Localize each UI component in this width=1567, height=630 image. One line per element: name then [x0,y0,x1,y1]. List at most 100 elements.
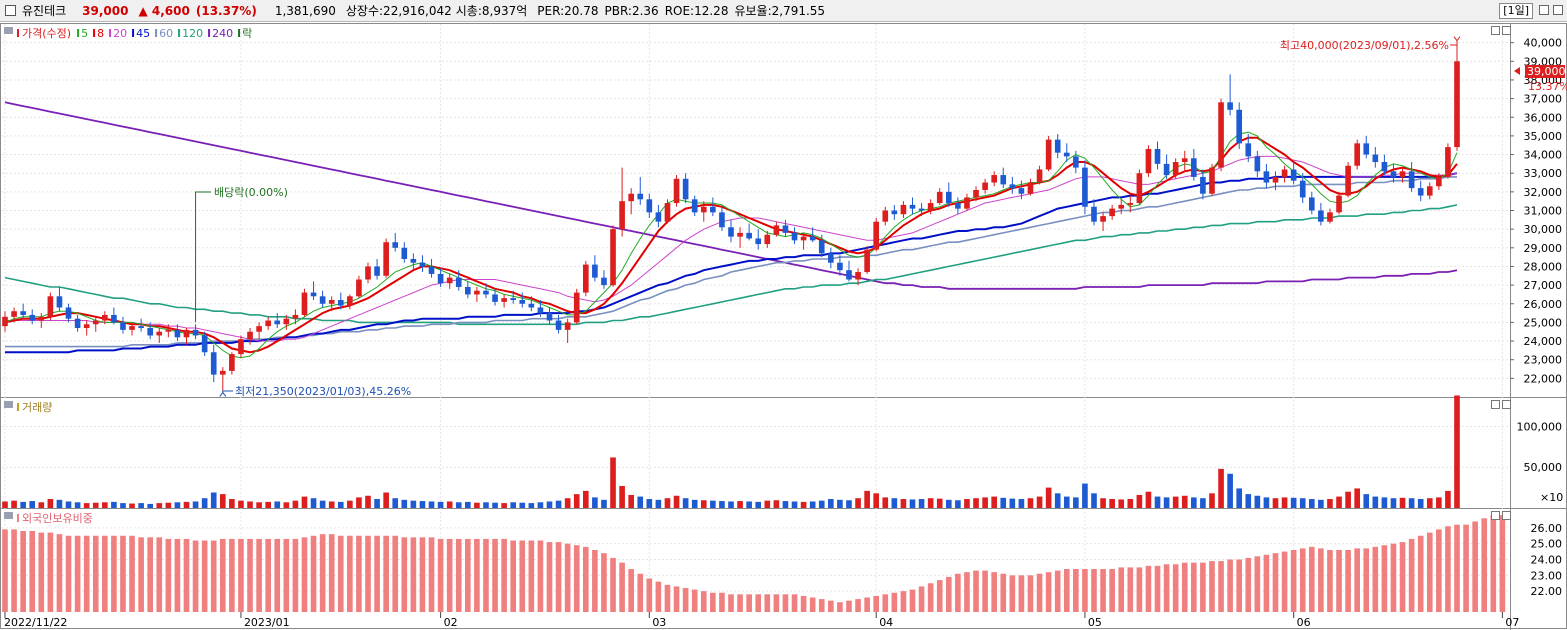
foreign-ratio-bar [1018,575,1025,612]
foreign-ratio-bar [465,538,471,612]
panel-icon[interactable] [4,512,13,519]
volume-bar [791,501,798,508]
volume-bar [238,500,244,508]
close-panel-icon[interactable] [1502,26,1511,35]
foreign-ratio-bar [401,537,408,612]
legend-swatch [238,29,241,37]
candle-body [219,370,226,375]
foreign-ratio-bar [347,535,353,612]
foreign-ratio-bar [419,537,426,612]
select-checkbox[interactable] [5,5,16,16]
minimize-panel-icon[interactable] [1491,511,1500,520]
panel-icon[interactable] [4,27,13,34]
foreign-tick-label: 22.00 [1531,585,1563,598]
foreign-ratio-bar [301,537,308,612]
close-panel-icon[interactable] [1502,400,1511,409]
volume-bar [310,498,317,508]
candle-body [519,300,526,304]
volume-bar [1390,498,1397,508]
volume-bar [1027,498,1034,508]
foreign-ratio-bar [1063,569,1070,612]
foreign-ratio-bar [855,599,861,612]
foreign-ratio-bar [528,540,535,612]
candle-body [891,210,898,215]
candle-body [1118,204,1125,209]
restore-window-icon[interactable] [1539,5,1549,15]
foreign-ratio-bar [818,599,825,612]
foreign-ratio-bar [238,538,244,612]
volume-bar [882,497,889,508]
foreign-ratio-bar [601,553,607,612]
volume-bar [927,498,934,508]
candle-body [1209,167,1215,194]
candle-body [274,320,281,325]
candle-body [1200,176,1206,194]
candle-body [700,206,707,213]
volume-bar [156,503,163,508]
candle-body [465,286,471,295]
volume-bar [301,496,308,508]
volume-bar [746,501,752,508]
volume-bar [610,457,616,508]
foreign-ratio-bar [392,535,399,612]
volume-bar [1227,473,1233,508]
volume-bar [955,500,961,508]
current-price-tag-label: 39,000 [1527,65,1566,78]
foreign-ratio-bar [1254,556,1261,612]
high-arrow-icon [1450,36,1461,46]
volume-bar [65,501,72,508]
candle-body [1154,148,1161,164]
candle-body [356,279,362,297]
foreign-ratio-bar [728,594,734,612]
candle-body [47,296,54,317]
ma20-line [5,155,1458,342]
close-window-icon[interactable] [1553,5,1563,15]
low-annotation: 최저21,350(2023/01/03),45.26% [235,385,411,398]
candle-body [1390,171,1397,177]
candle-body [229,354,235,371]
panel-buttons[interactable] [1491,26,1511,520]
volume-bar [764,500,771,508]
foreign-ratio-bar [74,535,81,612]
foreign-ratio-bar [891,592,898,612]
foreign-ratio-bar [764,594,771,612]
foreign-ratio-bar [165,538,172,612]
candle-body [800,236,807,241]
volume-bar [592,497,598,508]
foreign-ratio-bar [1154,565,1161,612]
minimize-panel-icon[interactable] [1491,26,1500,35]
foreign-ratio-bar [1417,535,1424,612]
foreign-ratio-bar [1145,565,1152,612]
period-selector[interactable]: [1일] [1499,3,1533,19]
candle-body [38,316,45,321]
stock-chart[interactable]: 22,000 23,000 24,000 25,000 26,000 27,000 28,0… [0,22,1567,630]
volume-bar [719,501,725,508]
price-tick-label: 25,000 [1524,316,1563,329]
volume-bar [274,501,281,508]
volume-bar [710,500,716,508]
candle-body [74,318,81,328]
panel-icon[interactable] [4,401,13,408]
candle-body [29,314,36,321]
foreign-ratio-bar [11,529,17,612]
volume-bar [11,500,17,508]
candle-body [1018,188,1025,194]
roe-value: ROE:12.28 [664,3,729,18]
foreign-ratio-bar [1490,515,1497,612]
close-panel-icon[interactable] [1502,511,1511,520]
candle-body [392,242,399,248]
volume-bar [183,501,190,508]
candle-body [909,204,916,209]
candle-body [1100,216,1106,222]
minimize-panel-icon[interactable] [1491,400,1500,409]
candle-body [1036,169,1043,183]
volume-bar [1154,496,1161,508]
candle-body [310,292,317,297]
volume-bar [601,499,607,508]
foreign-ratio-bar [1000,573,1007,612]
volume-bar [165,502,172,508]
volume-bar [483,502,489,508]
ma120-line [4,204,1458,326]
volume-bar [419,501,426,508]
candle-body [528,303,535,308]
